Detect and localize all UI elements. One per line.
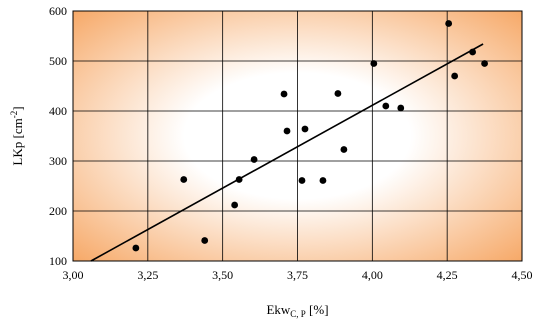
data-point xyxy=(180,176,188,183)
trendline xyxy=(90,43,484,262)
data-point xyxy=(298,177,306,184)
data-points xyxy=(132,20,488,252)
data-point xyxy=(334,90,342,97)
data-point xyxy=(201,237,209,244)
data-point xyxy=(340,146,348,153)
data-point xyxy=(231,201,239,209)
data-point xyxy=(469,48,477,56)
trendline-layer xyxy=(90,43,484,262)
x-tick-label: 4,50 xyxy=(512,268,533,282)
y-tick-label: 600 xyxy=(49,4,67,18)
data-point xyxy=(397,104,405,112)
data-point xyxy=(445,20,453,27)
x-tick-label: 3,00 xyxy=(63,268,84,282)
y-tick-labels: 100 200 300 400 500 600 xyxy=(49,4,67,268)
x-tick-labels: 3,00 3,25 3,50 3,75 4,00 4,25 4,50 xyxy=(63,268,533,282)
data-point xyxy=(250,156,258,163)
y-axis-label: LKp [cm-2] xyxy=(9,106,25,165)
data-point xyxy=(370,60,378,67)
data-point xyxy=(481,60,488,67)
data-point xyxy=(301,125,309,133)
x-axis-label: EkwC, P [%] xyxy=(266,302,328,319)
data-point xyxy=(280,90,288,98)
data-point xyxy=(283,127,291,135)
data-point xyxy=(132,244,140,252)
data-point xyxy=(235,176,243,183)
y-tick-label: 500 xyxy=(49,54,67,68)
x-tick-label: 3,75 xyxy=(287,268,308,282)
data-point xyxy=(451,72,459,80)
x-tick-label: 4,00 xyxy=(362,268,383,282)
data-point xyxy=(319,177,327,184)
y-tick-label: 300 xyxy=(49,154,67,168)
data-point xyxy=(382,102,390,110)
y-tick-label: 200 xyxy=(49,204,67,218)
y-tick-label: 400 xyxy=(49,104,67,118)
x-tick-label: 4,25 xyxy=(437,268,458,282)
y-tick-label: 100 xyxy=(49,254,67,268)
plot-frame xyxy=(72,10,523,262)
x-tick-label: 3,25 xyxy=(137,268,158,282)
x-tick-label: 3,50 xyxy=(212,268,233,282)
